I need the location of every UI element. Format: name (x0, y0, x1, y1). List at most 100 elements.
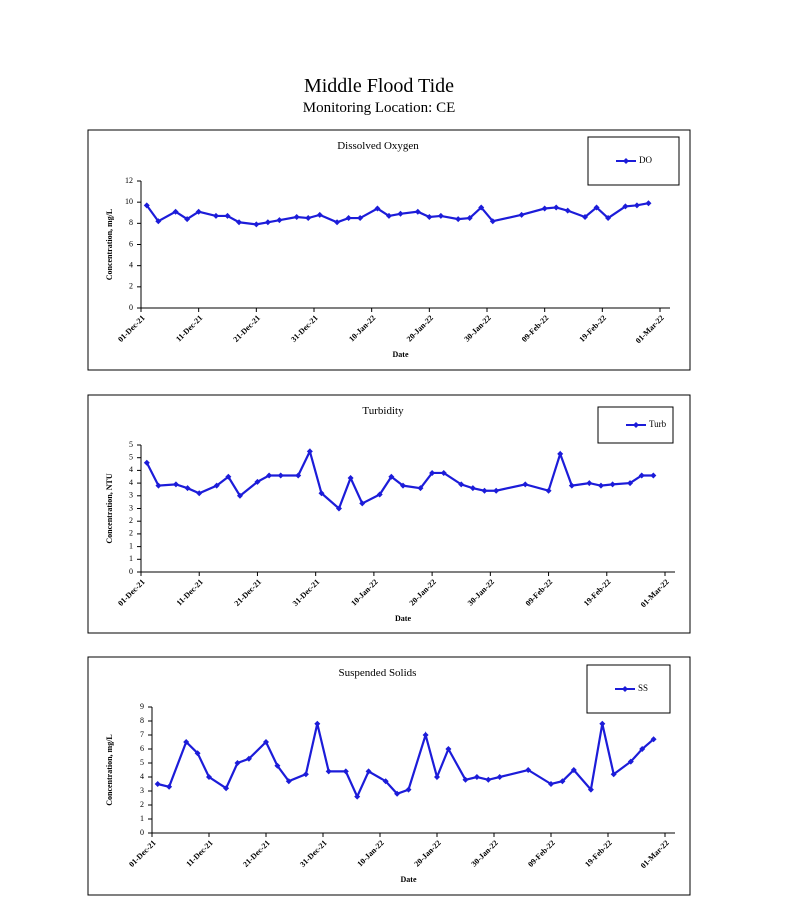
data-marker (481, 487, 488, 494)
data-marker (564, 207, 571, 214)
data-marker (213, 482, 220, 489)
chart-title: Suspended Solids (339, 667, 417, 679)
data-marker (586, 480, 593, 487)
data-marker (295, 472, 302, 479)
data-marker (223, 785, 230, 792)
y-tick-label: 2 (129, 529, 133, 538)
data-marker (582, 213, 589, 220)
data-marker (382, 778, 389, 785)
data-marker (437, 212, 444, 219)
data-marker (166, 783, 173, 790)
data-marker (143, 459, 150, 466)
data-marker (385, 212, 392, 219)
chart-title: Turbidity (362, 405, 404, 417)
y-tick-label: 3 (129, 491, 133, 500)
data-marker (599, 720, 606, 727)
data-marker (236, 219, 243, 226)
y-axis-label: Concentration, NTU (105, 473, 114, 543)
data-marker (155, 482, 162, 489)
y-tick-label: 6 (129, 239, 133, 248)
data-marker (593, 204, 600, 211)
data-marker (568, 482, 575, 489)
data-marker (445, 746, 452, 752)
data-marker (347, 475, 354, 482)
data-marker (645, 200, 652, 207)
data-marker (394, 790, 401, 797)
data-marker (518, 211, 525, 218)
data-marker (245, 755, 252, 762)
data-marker (397, 210, 404, 217)
data-marker (553, 204, 560, 211)
data-marker (525, 767, 532, 773)
data-marker (545, 487, 552, 494)
data-marker (263, 739, 269, 745)
y-tick-label: 5 (129, 453, 133, 462)
data-marker (365, 768, 372, 775)
chart-frame (87, 656, 691, 896)
data-marker (276, 217, 283, 224)
data-marker (212, 212, 219, 219)
data-marker (639, 746, 646, 752)
data-marker (335, 505, 342, 512)
y-tick-label: 5 (129, 440, 133, 449)
y-axis-label: Concentration, mg/L (105, 209, 114, 281)
data-marker (469, 485, 476, 492)
data-marker (154, 781, 161, 787)
data-marker (400, 482, 406, 489)
data-marker (345, 215, 352, 222)
legend-marker (633, 422, 639, 428)
data-marker (264, 219, 271, 226)
data-marker (633, 202, 640, 209)
x-axis-label: Date (395, 614, 411, 623)
y-tick-label: 0 (129, 303, 133, 312)
data-marker (489, 218, 496, 225)
data-marker (638, 472, 645, 479)
data-marker (196, 490, 203, 497)
data-marker (253, 221, 260, 228)
y-tick-label: 12 (125, 176, 133, 185)
data-marker (650, 736, 657, 743)
data-marker (478, 204, 485, 211)
data-marker (597, 482, 604, 489)
data-marker (622, 203, 629, 210)
data-marker (426, 213, 433, 220)
data-marker (314, 720, 321, 727)
data-marker (172, 481, 179, 488)
data-marker (417, 485, 424, 492)
chart-title: Dissolved Oxygen (337, 140, 419, 152)
legend-label: DO (639, 155, 652, 165)
y-tick-label: 0 (129, 567, 133, 576)
data-marker (627, 480, 634, 487)
data-marker (155, 218, 162, 225)
data-marker (334, 219, 341, 226)
y-tick-label: 2 (129, 282, 133, 291)
y-tick-label: 10 (125, 197, 133, 206)
y-tick-label: 4 (129, 478, 133, 487)
data-marker (422, 732, 429, 738)
data-marker (143, 202, 150, 209)
data-marker (285, 778, 292, 785)
y-tick-label: 5 (140, 758, 144, 767)
data-marker (305, 215, 312, 222)
y-tick-label: 9 (140, 702, 144, 711)
data-marker (429, 469, 436, 476)
x-axis-label: Date (393, 350, 409, 359)
data-marker (466, 215, 473, 222)
chart-frame (87, 394, 691, 634)
data-marker (325, 768, 332, 775)
data-marker (455, 216, 462, 223)
y-tick-label: 1 (129, 554, 133, 563)
data-marker (627, 758, 634, 765)
page-title: Middle Flood Tide (304, 75, 454, 97)
data-marker (206, 774, 212, 780)
data-marker (316, 211, 323, 218)
chart-frame (87, 129, 691, 371)
data-marker (172, 208, 179, 215)
data-marker (376, 491, 383, 498)
data-marker (354, 793, 361, 800)
data-marker (440, 469, 447, 476)
data-marker (414, 208, 421, 215)
y-tick-label: 2 (129, 516, 133, 525)
data-marker (302, 771, 309, 778)
